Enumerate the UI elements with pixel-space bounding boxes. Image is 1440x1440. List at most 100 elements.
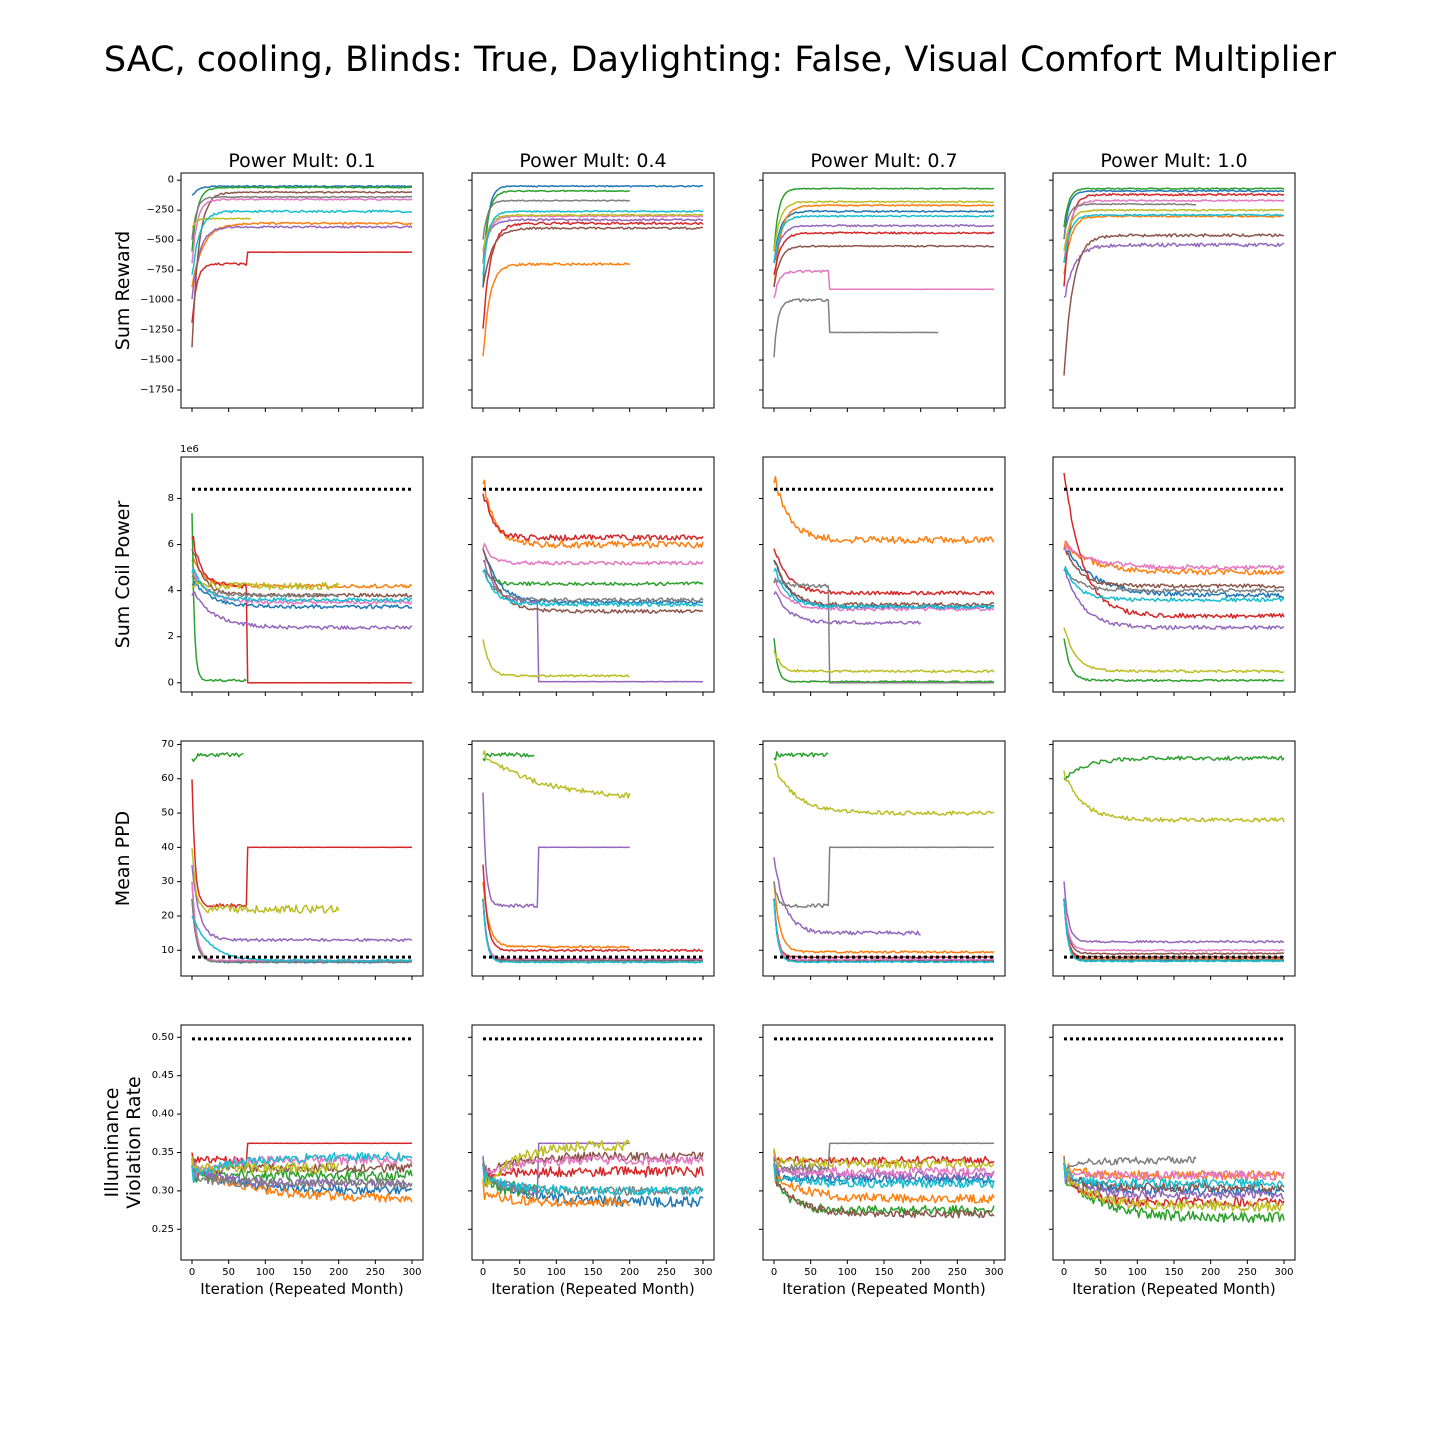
x-tick-label: 0 [1061,1267,1067,1278]
plot-area [482,750,704,964]
column-title: Power Mult: 0.4 [519,150,666,172]
series-line-9 [1063,1160,1285,1213]
x-tick-label: 150 [874,1267,893,1278]
series-line-7 [773,577,995,612]
series-line-10 [191,915,413,963]
y-tick-label: 30 [161,876,174,887]
x-tick-label: 50 [1094,1267,1107,1278]
series-line-7 [482,543,704,566]
y-tick-label: 0.30 [152,1185,174,1196]
row-label-sum-reward: Sum Reward [112,231,134,350]
column-title: Power Mult: 0.1 [228,150,375,172]
series-line-7 [1063,199,1285,263]
series-line-9 [482,639,630,678]
x-axis-label: Iteration (Repeated Month) [491,1280,694,1298]
y-tick-label: 0 [168,677,174,688]
series-line-9 [773,1148,995,1170]
x-tick-label: 200 [911,1267,930,1278]
series-line-2 [191,221,413,288]
x-tick-label: 0 [189,1267,195,1278]
series-line-6 [1063,1162,1285,1193]
x-tick-label: 100 [547,1267,566,1278]
plot-area [773,751,995,964]
row-label-illuminance-violation-rate: Violation Rate [123,1076,145,1208]
series-line-8 [1063,202,1197,240]
plot-area [482,479,704,683]
series-line-8 [773,1142,995,1178]
series-line-3 [1063,638,1285,683]
series-line-5 [191,864,413,943]
series-line-10 [773,1163,995,1189]
row-label-mean-ppd: Mean PPD [112,811,134,906]
x-tick-label: 250 [366,1267,385,1278]
panel-sum-reward-col-4: Power Mult: 1.0 [1049,150,1296,412]
y-tick-label: −1000 [140,295,174,306]
series-line-8 [773,298,939,358]
series-line-7 [482,214,704,264]
series-line-4 [191,535,413,684]
series-line-8 [1063,1155,1197,1176]
y-tick-label: −1750 [140,385,174,396]
y-tick-label: −1500 [140,355,174,366]
series-line-3 [1063,755,1285,781]
series-line-3 [191,752,244,763]
series-line-9 [773,200,995,252]
series-line-5 [1063,881,1284,944]
panel-sum-reward-col-3: Power Mult: 0.7 [759,150,1006,412]
series-line-3 [773,638,995,684]
series-line-3 [191,513,247,683]
series-line-4 [1063,1163,1285,1208]
series-line-9 [191,217,251,228]
x-tick-label: 150 [1164,1267,1183,1278]
series-line-8 [191,1165,413,1189]
panel-mean-ppd-col-1: 10 20 30 40 50 60 70 [161,739,424,980]
x-tick-label: 0 [771,1267,777,1278]
plot-area [191,487,413,684]
series-line-10 [482,209,703,276]
series-line-1 [773,1164,995,1185]
x-tick-label: 200 [1201,1267,1220,1278]
series-line-5 [773,857,921,936]
series-line-2 [773,881,995,954]
series-line-5 [482,218,704,252]
series-line-5 [1063,569,1285,630]
series-line-5 [191,225,413,300]
series-line-8 [191,195,413,240]
series-line-9 [1063,208,1285,251]
series-line-9 [1063,627,1285,674]
x-tick-label: 250 [1238,1267,1257,1278]
series-line-10 [191,209,413,275]
x-tick-label: 50 [804,1267,817,1278]
x-tick-label: 100 [256,1267,275,1278]
y-tick-label: −500 [147,235,174,246]
y-tick-label: −250 [147,205,174,216]
y-tick-label: 40 [161,842,174,853]
series-line-10 [773,898,995,964]
y-tick-label: −750 [147,265,174,276]
x-tick-label: 250 [948,1267,967,1278]
x-axis-label: Iteration (Repeated Month) [782,1280,985,1298]
series-line-9 [482,1139,631,1188]
series-line-2 [191,1158,413,1203]
series-line-8 [773,846,995,909]
series-line-3 [482,570,704,587]
series-line-5 [1063,242,1285,298]
series-line-7 [191,197,413,264]
series-line-9 [191,1156,340,1174]
series-line-1 [1063,189,1285,239]
column-title: Power Mult: 1.0 [1100,150,1247,172]
series-line-6 [191,190,413,348]
series-line-7 [191,567,413,605]
y-tick-label: 50 [161,808,174,819]
series-line-3 [482,189,630,264]
series-line-9 [191,580,340,591]
series-line-10 [482,898,704,964]
y-tick-label: 10 [161,945,174,956]
series-line-7 [482,1155,704,1180]
y-tick-label: 0.25 [152,1224,174,1235]
subplot-grid: Sum Reward Power Mult: 0.1 0 −250 −500 −750 −1… [101,150,1296,1298]
x-tick-label: 250 [657,1267,676,1278]
series-line-9 [1063,770,1285,823]
x-tick-label: 150 [583,1267,602,1278]
